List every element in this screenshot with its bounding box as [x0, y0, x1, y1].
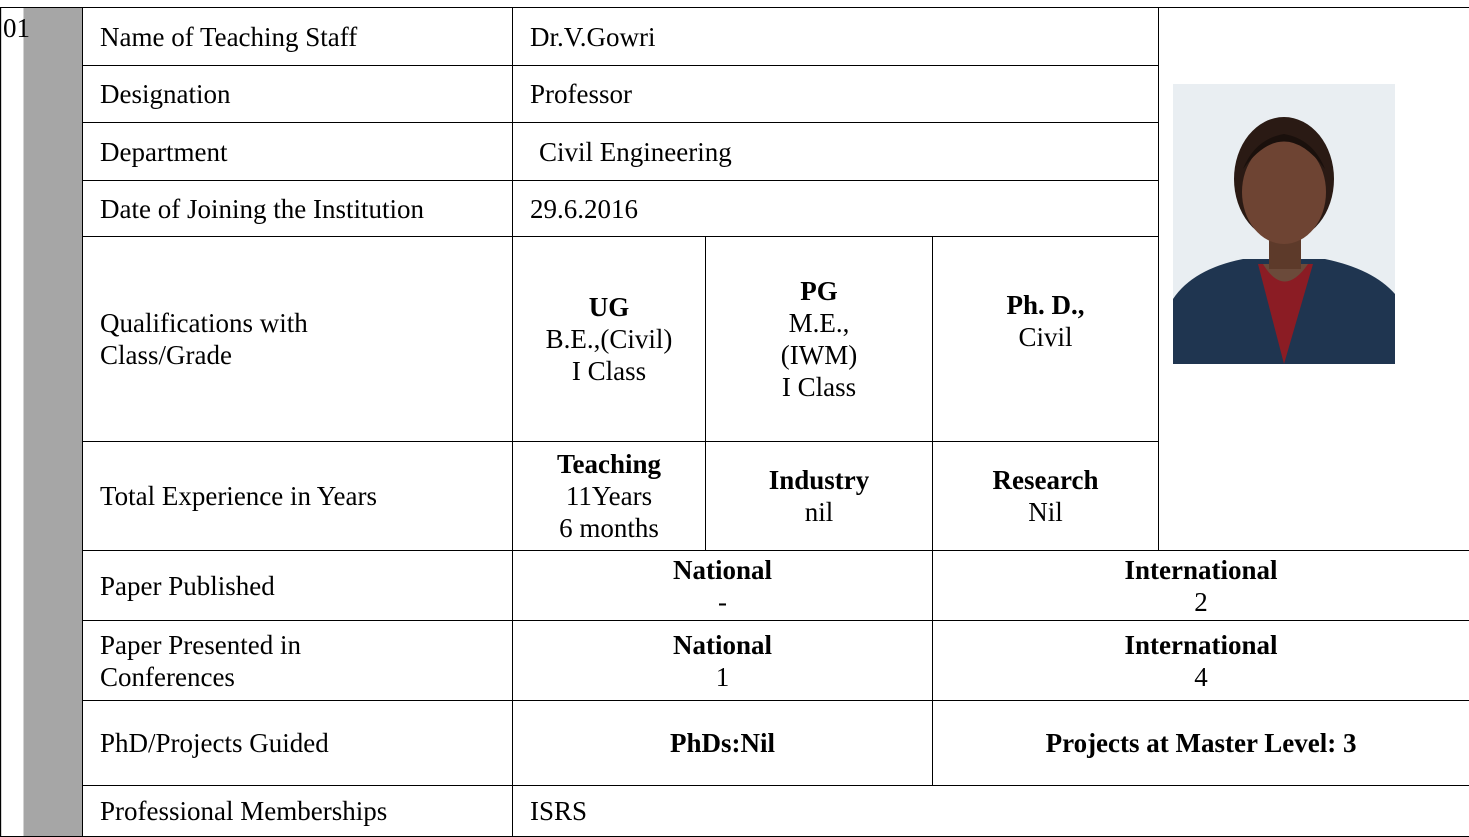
value: Projects at Master Level: 3 — [933, 727, 1469, 759]
label: Total Experience in Years — [83, 442, 513, 551]
value: 1 — [513, 661, 932, 693]
heading: National — [513, 554, 932, 586]
heading: Research — [933, 464, 1158, 496]
label: Professional Memberships — [83, 786, 513, 837]
label: Name of Teaching Staff — [83, 8, 513, 66]
label: Designation — [83, 66, 513, 123]
label: Paper Published — [83, 551, 513, 621]
guided: Projects at Master Level: 3 — [933, 701, 1469, 786]
value: Civil Engineering — [513, 123, 1159, 181]
serial-number: 01 — [3, 13, 30, 43]
value: - — [513, 586, 932, 618]
value: Dr.V.Gowri — [513, 8, 1159, 66]
line: 6 months — [513, 512, 705, 544]
heading: UG — [513, 291, 705, 323]
heading: International — [933, 629, 1469, 661]
line: nil — [706, 496, 932, 528]
value: ISRS — [513, 786, 1469, 837]
value: 4 — [933, 661, 1469, 693]
line: M.E., — [706, 307, 932, 339]
value: 29.6.2016 — [513, 181, 1159, 237]
label-line: Paper Published — [100, 570, 512, 602]
heading: Industry — [706, 464, 932, 496]
line: I Class — [706, 371, 932, 403]
label-line: Qualifications with — [100, 307, 512, 339]
heading: PG — [706, 275, 932, 307]
heading: Ph. D., — [933, 289, 1158, 321]
heading: Teaching — [513, 448, 705, 480]
label-line: Conferences — [100, 661, 512, 693]
staff-table: 01 Name of Teaching Staff Dr.V.Gowri Des… — [0, 7, 1469, 837]
label: PhD/Projects Guided — [83, 701, 513, 786]
label-line: Class/Grade — [100, 339, 512, 371]
value: PhDs:Nil — [513, 727, 932, 759]
value: Professor — [513, 66, 1159, 123]
line: (IWM) — [706, 339, 932, 371]
line: Nil — [933, 496, 1158, 528]
count: National- — [513, 551, 933, 621]
line: Civil — [933, 321, 1158, 353]
photo — [1173, 84, 1395, 364]
label: Department — [83, 123, 513, 181]
heading: National — [513, 629, 932, 661]
heading: International — [933, 554, 1469, 586]
line: 11Years — [513, 480, 705, 512]
label: Date of Joining the Institution — [83, 181, 513, 237]
label-line: Paper Presented in — [100, 629, 512, 661]
line: I Class — [513, 355, 705, 387]
guided: PhDs:Nil — [513, 701, 933, 786]
photo-cell — [1159, 8, 1469, 551]
qualification: Ph. D.,Civil — [933, 237, 1159, 442]
value: 2 — [933, 586, 1469, 618]
serial: 01 — [1, 8, 83, 837]
line: B.E.,(Civil) — [513, 323, 705, 355]
